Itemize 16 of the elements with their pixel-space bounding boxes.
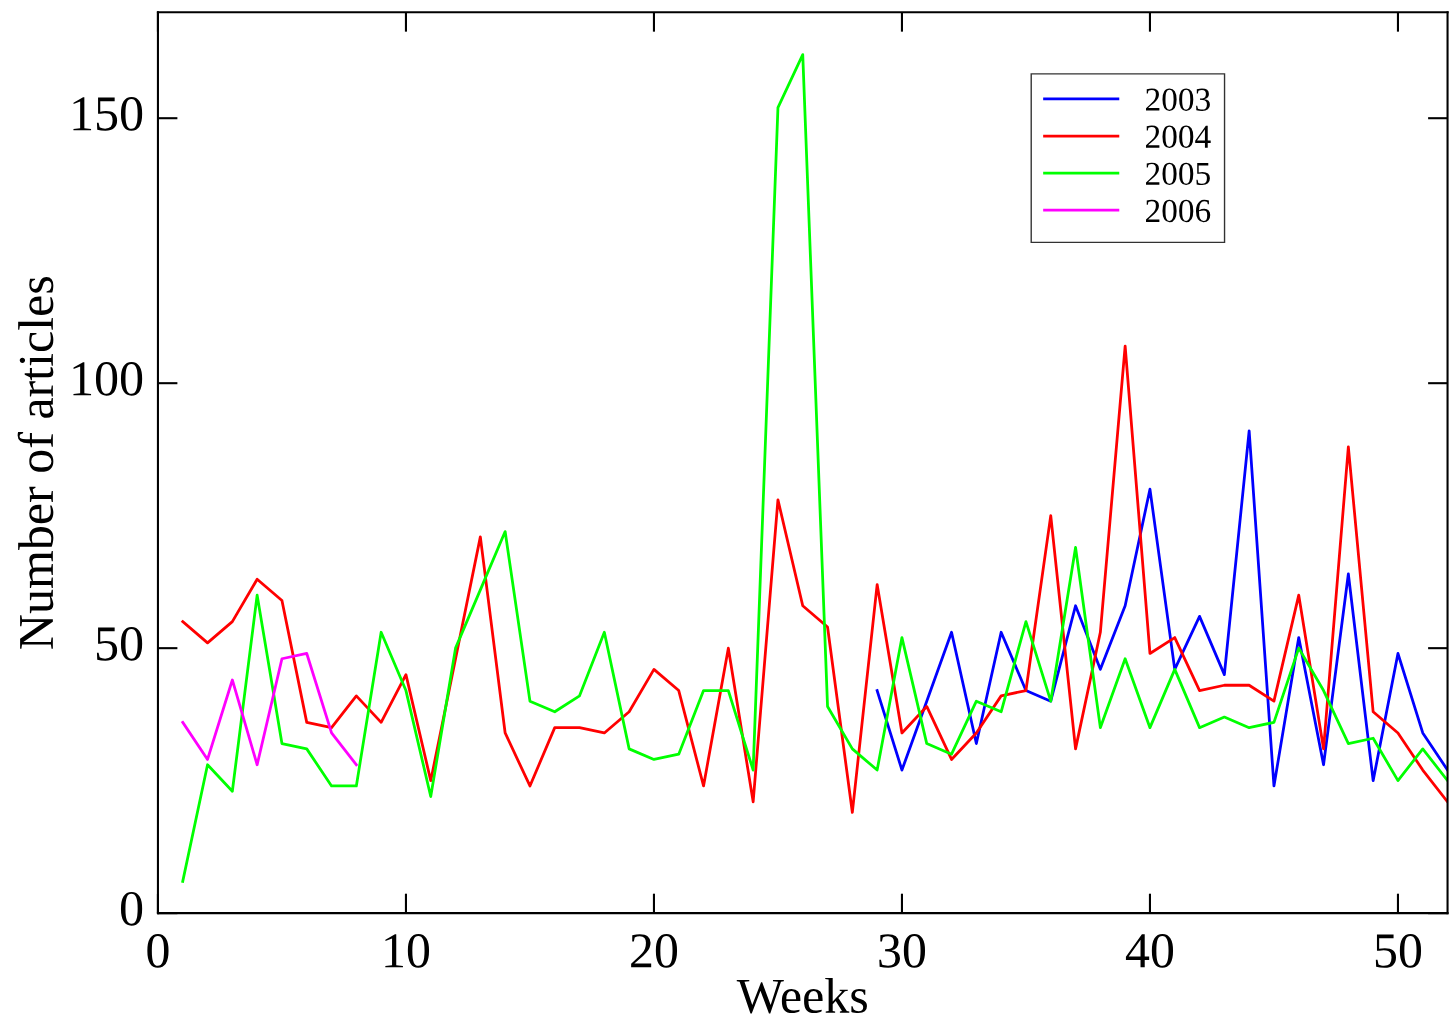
y-axis-title: Number of articles (17, 277, 54, 649)
x-tick-label: 10 (385, 934, 430, 968)
y-tick-label: 50 (96, 626, 143, 661)
x-tick-label: 0 (147, 934, 169, 968)
x-axis-title: Weeks (736, 977, 867, 1014)
x-tick-label: 20 (631, 934, 678, 968)
x-tick-label: 40 (1125, 934, 1174, 968)
legend-label: 2006 (1146, 199, 1211, 223)
legend-label: 2004 (1146, 125, 1211, 149)
y-tick-label: 0 (120, 891, 143, 926)
legend-label: 2005 (1146, 162, 1210, 186)
legend-label: 2003 (1146, 88, 1210, 111)
x-tick-label: 50 (1375, 934, 1422, 968)
y-tick-label: 150 (73, 96, 143, 131)
x-tick-label: 30 (879, 934, 926, 968)
y-tick-label: 100 (73, 361, 143, 396)
